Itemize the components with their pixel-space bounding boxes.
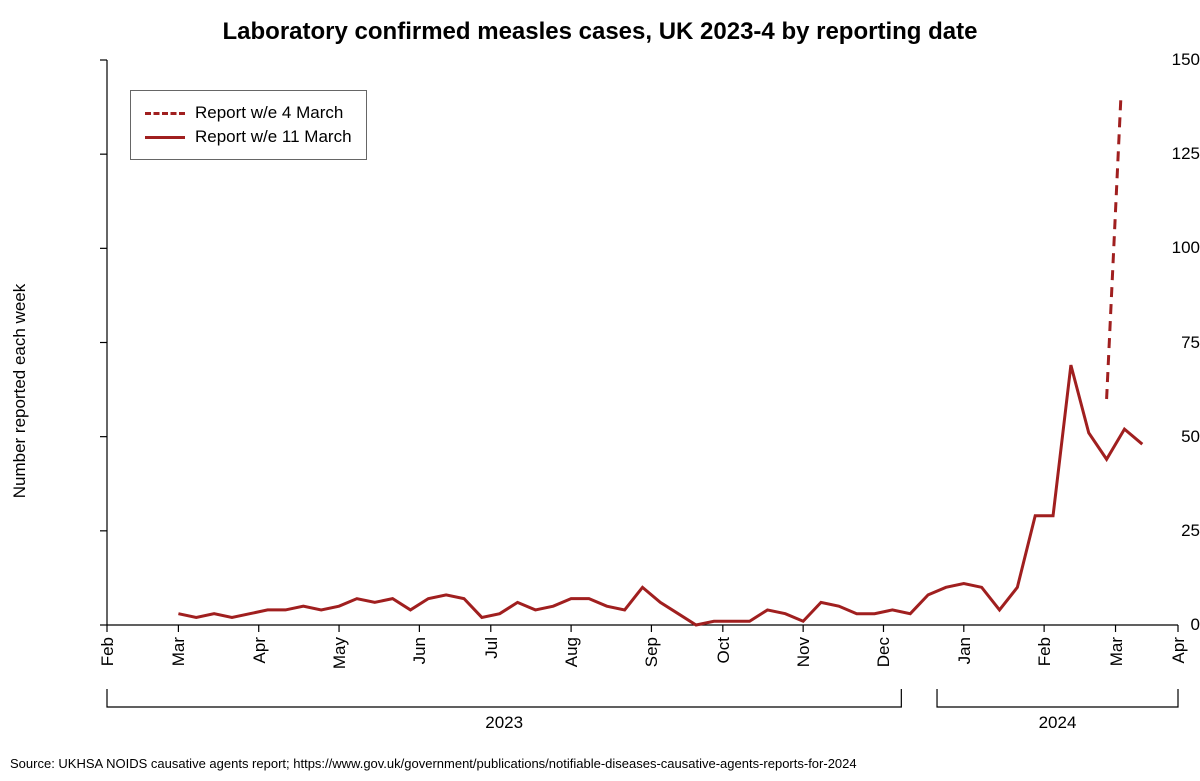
x-tick-label: Feb bbox=[98, 637, 118, 666]
legend-label-solid: Report w/e 11 March bbox=[195, 125, 352, 149]
x-tick-label: Jun bbox=[410, 637, 430, 664]
y-tick-label: 25 bbox=[1105, 521, 1200, 541]
legend-item-dashed: Report w/e 4 March bbox=[145, 101, 352, 125]
y-tick-label: 50 bbox=[1105, 427, 1200, 447]
legend-swatch-dashed bbox=[145, 112, 185, 115]
x-tick-label: Dec bbox=[874, 637, 894, 667]
x-tick-label: May bbox=[330, 637, 350, 669]
y-tick-label: 100 bbox=[1105, 238, 1200, 258]
legend-label-dashed: Report w/e 4 March bbox=[195, 101, 343, 125]
y-tick-label: 75 bbox=[1105, 333, 1200, 353]
x-tick-label: Oct bbox=[714, 637, 734, 663]
legend-swatch-solid bbox=[145, 136, 185, 139]
legend: Report w/e 4 March Report w/e 11 March bbox=[130, 90, 367, 160]
y-tick-label: 150 bbox=[1105, 50, 1200, 70]
x-tick-label: Apr bbox=[250, 637, 270, 663]
x-tick-label: Mar bbox=[1107, 637, 1127, 666]
x-tick-label: Mar bbox=[169, 637, 189, 666]
y-tick-label: 0 bbox=[1105, 615, 1200, 635]
x-tick-label: Feb bbox=[1035, 637, 1055, 666]
year-label: 2023 bbox=[485, 713, 523, 733]
y-tick-label: 125 bbox=[1105, 144, 1200, 164]
x-tick-label: Aug bbox=[562, 637, 582, 667]
x-tick-label: Apr bbox=[1169, 637, 1189, 663]
year-label: 2024 bbox=[1039, 713, 1077, 733]
x-tick-label: Jan bbox=[955, 637, 975, 664]
source-attribution: Source: UKHSA NOIDS causative agents rep… bbox=[10, 756, 857, 771]
x-tick-label: Jul bbox=[482, 637, 502, 659]
x-tick-label: Nov bbox=[794, 637, 814, 667]
legend-item-solid: Report w/e 11 March bbox=[145, 125, 352, 149]
x-tick-label: Sep bbox=[642, 637, 662, 667]
